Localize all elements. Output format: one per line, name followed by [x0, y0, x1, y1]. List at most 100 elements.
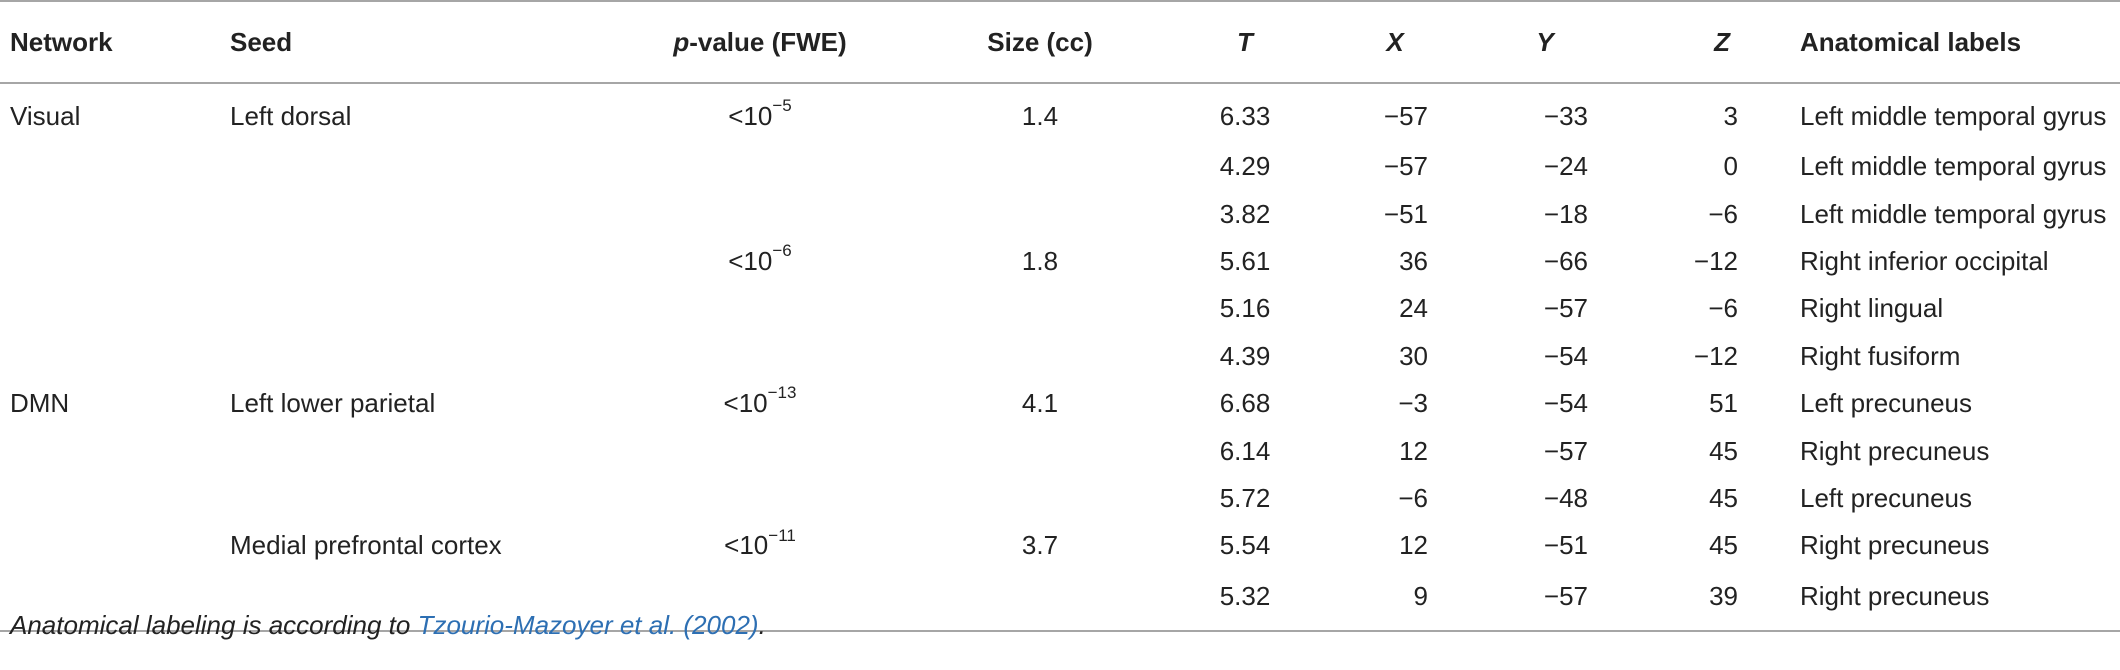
p-value-exponent: −11	[768, 525, 796, 545]
cell-y: −66	[1543, 245, 1588, 276]
footnote-prefix: Anatomical labeling is according to	[10, 610, 418, 640]
cell-network	[0, 143, 230, 190]
cell-network	[0, 190, 230, 237]
cell-t: 5.32	[1170, 569, 1320, 632]
cell-seed: Left lower parietal	[230, 388, 436, 419]
cell-z: 51	[1709, 388, 1738, 419]
header-size: Size (cc)	[910, 0, 1170, 84]
cell-size	[910, 427, 1170, 474]
cell-y: −18	[1543, 198, 1588, 229]
p-value-base: <10	[724, 530, 769, 561]
header-p-value: p-value (FWE)	[610, 0, 910, 84]
cell-size	[910, 285, 1170, 332]
cell-t: 5.72	[1219, 482, 1271, 513]
cell-t: 6.33	[1219, 101, 1271, 131]
cell-x: −57	[1383, 101, 1428, 131]
cell-p-value	[610, 190, 910, 237]
cell-network	[0, 333, 230, 380]
cell-size	[910, 190, 1170, 237]
cell-size: 1.4	[1021, 101, 1059, 131]
cell-p-value: <10−11	[610, 522, 910, 569]
footnote-suffix: .	[758, 610, 766, 640]
cell-seed: Medial prefrontal cortex	[230, 530, 502, 561]
table-row: 4.39 30 −54 −12 Right fusiform	[0, 333, 2120, 380]
cell-z: 45	[1709, 435, 1738, 466]
cell-size: 4.1	[1021, 388, 1059, 419]
cell-x: −51	[1383, 198, 1428, 229]
cell-size	[910, 475, 1170, 522]
header-network: Network	[0, 0, 230, 84]
cell-x: −3	[1398, 388, 1428, 419]
cell-seed	[230, 238, 610, 285]
header-row: Network Seed p-value (FWE) Size (cc) T X…	[0, 0, 2120, 84]
p-value-exponent: −13	[767, 383, 797, 403]
cell-network	[0, 569, 230, 632]
cell-x: 12	[1399, 530, 1428, 561]
cell-anatomical-label: Left middle temporal gyrus	[1800, 101, 2107, 131]
cell-z: 0	[1723, 151, 1738, 182]
cell-x: −57	[1383, 151, 1428, 182]
cell-x: 9	[1320, 569, 1470, 632]
cell-p-value	[610, 333, 910, 380]
table-row: 5.16 24 −57 −6 Right lingual	[0, 285, 2120, 332]
table-row: 4.29 −57 −24 0 Left middle temporal gyrus	[0, 143, 2120, 190]
cell-network	[0, 427, 230, 474]
cell-network	[0, 285, 230, 332]
cell-anatomical-label: Right precuneus	[1750, 569, 2120, 632]
cell-t: 5.61	[1219, 245, 1271, 276]
cell-p-value: <10−13	[610, 380, 910, 427]
cell-t: 6.14	[1219, 435, 1271, 466]
cell-seed	[230, 190, 610, 237]
cell-y: −57	[1470, 569, 1620, 632]
table-body: Visual Left dorsal <10−5 1.4 6.33 −57 −33 3 Left…	[0, 83, 2120, 632]
header-seed: Seed	[230, 0, 610, 84]
header-z: Z	[1620, 0, 1750, 84]
cell-y: −54	[1543, 388, 1588, 419]
cell-z: −6	[1708, 293, 1738, 324]
table-row: Visual Left dorsal <10−5 1.4 6.33 −57 −33 3 Left…	[0, 83, 2120, 143]
cell-seed: Left dorsal	[230, 101, 352, 131]
table-row: 5.72 −6 −48 45 Left precuneus	[0, 475, 2120, 522]
cell-z: 45	[1709, 482, 1738, 513]
table-row: Medial prefrontal cortex <10−11 3.7 5.54 12 −…	[0, 522, 2120, 569]
p-value-base: <10	[728, 245, 773, 276]
cell-size: 1.8	[1021, 245, 1059, 276]
cell-network	[0, 475, 230, 522]
cell-y: −48	[1543, 482, 1588, 513]
cell-y: −24	[1543, 151, 1588, 182]
cell-seed	[230, 143, 610, 190]
cell-z: 3	[1723, 101, 1738, 131]
table-row: 5.32 9 −57 39 Right precuneus	[0, 569, 2120, 632]
header-y: Y	[1470, 0, 1620, 84]
cell-size	[910, 333, 1170, 380]
cell-seed	[230, 333, 610, 380]
cell-t: 4.29	[1219, 151, 1271, 182]
table-row: <10−6 1.8 5.61 36 −66 −12 Right inferior occip…	[0, 238, 2120, 285]
cell-y: −51	[1543, 530, 1588, 561]
cell-anatomical-label: Left precuneus	[1800, 388, 1973, 419]
header-t: T	[1170, 0, 1320, 84]
p-value-exponent: −5	[772, 96, 792, 116]
cell-seed	[230, 427, 610, 474]
cell-network: DMN	[10, 388, 70, 419]
p-value-base: <10	[723, 388, 768, 419]
cell-p-value	[610, 427, 910, 474]
cell-z: −6	[1708, 198, 1738, 229]
cell-t: 5.16	[1219, 293, 1271, 324]
cell-anatomical-label: Left middle temporal gyrus	[1800, 198, 2107, 229]
cell-y: −33	[1543, 101, 1588, 131]
cell-p-value	[610, 143, 910, 190]
cell-y: −57	[1543, 293, 1588, 324]
cell-network	[0, 238, 230, 285]
cell-y: −54	[1543, 340, 1588, 371]
cell-x: −6	[1398, 482, 1428, 513]
citation-link[interactable]: Tzourio-Mazoyer et al. (2002)	[417, 610, 759, 640]
table-row: 3.82 −51 −18 −6 Left middle temporal gyrus	[0, 190, 2120, 237]
cell-anatomical-label: Right precuneus	[1800, 530, 1990, 561]
header-p-italic: p	[673, 26, 690, 57]
cell-p-value: <10−5	[610, 83, 910, 143]
cell-z: −12	[1693, 245, 1738, 276]
cell-t: 6.68	[1219, 388, 1271, 419]
cell-size: 3.7	[1021, 530, 1059, 561]
